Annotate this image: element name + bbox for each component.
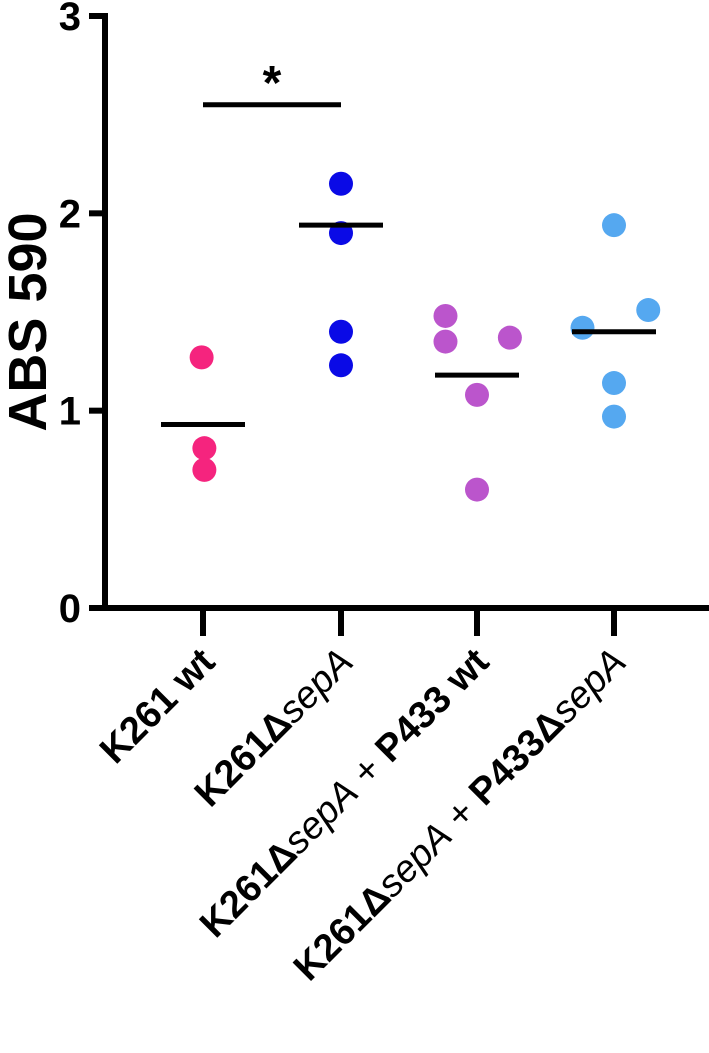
data-point	[602, 404, 626, 429]
data-point	[497, 325, 522, 350]
data-point	[465, 477, 489, 502]
data-point	[433, 329, 458, 354]
data-point	[636, 298, 661, 323]
significance-label: *	[263, 57, 282, 110]
data-point	[465, 382, 489, 407]
data-point	[192, 436, 217, 461]
data-point	[329, 171, 353, 196]
x-tick-label: K261 wt	[92, 640, 223, 771]
data-point	[433, 303, 458, 328]
y-tick-label: 0	[59, 587, 81, 631]
y-tick-label: 3	[59, 0, 81, 39]
y-axis-title: ABS 590	[0, 212, 58, 431]
data-point	[602, 371, 626, 396]
data-point	[189, 345, 214, 370]
data-point	[329, 319, 353, 344]
data-point	[192, 457, 217, 482]
data-point	[602, 213, 626, 238]
y-tick-label: 1	[59, 390, 81, 434]
data-marks	[161, 102, 661, 502]
data-point	[329, 353, 353, 378]
data-point	[570, 315, 595, 340]
y-tick-label: 2	[59, 192, 81, 236]
axes	[89, 13, 709, 636]
